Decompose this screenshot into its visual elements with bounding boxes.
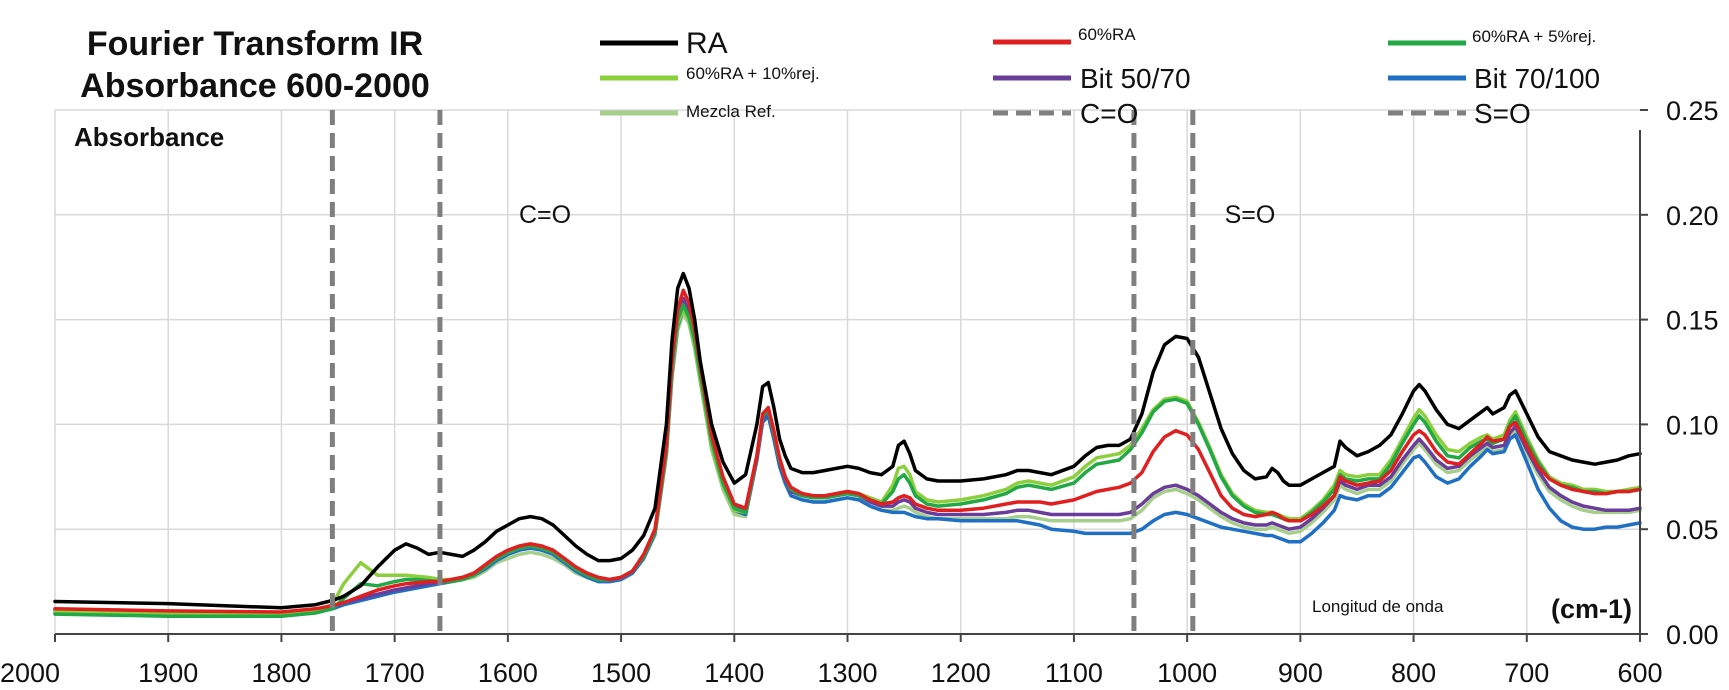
legend: RA 60%RA + 10%rej. Mezcla Ref. 60%RA Bit… [600, 25, 1600, 129]
x-tick-label: 1100 [1045, 658, 1103, 688]
legend-label-60ra-10rej: 60%RA + 10%rej. [686, 64, 820, 83]
legend-label-60ra: 60%RA [1078, 25, 1136, 44]
y-axis-label: Absorbance [74, 122, 224, 152]
y-tick-label: 0.00 [1666, 620, 1719, 650]
axes: 2000 1900 1800 1700 1600 1500 1400 1300 1200 1100… [0, 96, 1719, 688]
x-tick-label: 1500 [591, 658, 651, 688]
chart-title-line-2: Absorbance 600-2000 [80, 67, 430, 105]
marker-line-group [329, 110, 1196, 634]
x-tick-label: 1600 [478, 658, 538, 688]
x-tick-label: 600 [1617, 658, 1662, 688]
legend-label-bit-70-100: Bit 70/100 [1474, 63, 1600, 94]
x-tick-label: 700 [1504, 658, 1549, 688]
x-tick-label: 2000 [0, 658, 60, 688]
x-tick-label: 1200 [931, 658, 991, 688]
series-line-60-ra-5-rej [53, 303, 1642, 618]
x-tick-label: 900 [1278, 658, 1323, 688]
annotation-so: S=O [1225, 201, 1276, 229]
x-tick-label: 1300 [817, 658, 877, 688]
legend-label-60ra-5rej: 60%RA + 5%rej. [1472, 27, 1596, 46]
y-tick-label: 0.20 [1666, 201, 1719, 231]
x-axis-note: Longitud de onda [1312, 597, 1444, 616]
y-tick-label: 0.10 [1666, 410, 1719, 440]
legend-label-ra: RA [686, 27, 728, 60]
series-line-ra [53, 271, 1642, 610]
x-axis-unit: (cm-1) [1551, 594, 1632, 624]
y-tick-label: 0.15 [1666, 306, 1719, 336]
legend-label-so: S=O [1474, 98, 1531, 129]
grid [54, 109, 1640, 634]
x-tick-label: 800 [1391, 658, 1436, 688]
y-tick-label: 0.25 [1666, 96, 1719, 126]
annotation-co: C=O [519, 201, 571, 229]
x-tick-label: 1000 [1157, 658, 1217, 688]
x-tick-label: 1400 [704, 658, 764, 688]
legend-label-bit-50-70: Bit 50/70 [1080, 63, 1191, 94]
x-tick-label: 1900 [138, 658, 198, 688]
series-line-60-ra [53, 288, 1642, 614]
series-group [53, 271, 1642, 618]
x-tick-label: 1700 [365, 658, 425, 688]
series-line-bit-70-100 [53, 307, 1642, 617]
legend-label-co: C=O [1080, 98, 1138, 129]
y-tick-label: 0.05 [1666, 515, 1719, 545]
chart-title-line-1: Fourier Transform IR [87, 25, 423, 63]
x-tick-label: 1800 [251, 658, 311, 688]
legend-label-mezcla-ref: Mezcla Ref. [686, 102, 776, 121]
